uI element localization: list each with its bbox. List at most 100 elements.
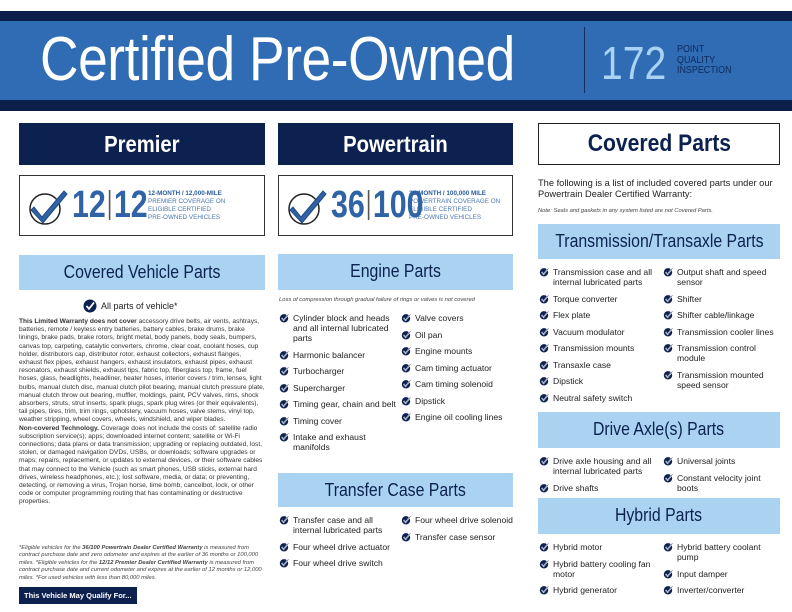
list-item: Transaxle case [539,360,659,370]
drive-axle-header: Drive Axle(s) Parts [538,412,780,448]
list-item: Hybrid battery cooling fan motor [539,559,659,579]
item-label: Drive axle housing and all internal lubr… [553,456,652,476]
item-label: Oil pan [415,329,443,340]
list-item: Hybrid motor [539,542,659,552]
header-bottom-stripe [0,100,792,111]
list-item: Output shaft and speed sensor [663,267,783,287]
parts-column: Valve covers Oil pan Engine mounts Cam timi… [401,313,513,459]
check-icon [401,330,411,339]
item-label: Intake and exhaust manifolds [293,432,366,452]
hybrid-header: Hybrid Parts [538,498,780,534]
covered-note: Note: Seals and gaskets in any system li… [538,208,713,214]
exclusions-lead: This Limited Warranty does not cover [19,318,137,325]
item-label: Turbocharger [293,366,345,376]
covered-parts-header: Covered Parts [538,123,780,165]
check-icon [279,558,289,568]
list-item: Transmission mounts [539,343,659,353]
premier-months: 12 [72,184,106,226]
list-item: Transmission case and all internal lubri… [539,267,659,287]
premier-header: Premier [19,123,265,165]
check-icon [663,473,673,482]
check-icon [401,313,411,323]
footnote-bold: 36/100 Powertrain Dealer Certified Warra… [82,545,203,551]
list-item: Shifter cable/linkage [663,310,783,320]
list-item: Four wheel drive solenoid [401,515,513,525]
parts-column: Output shaft and speed sensor Shifter Shif… [663,267,783,409]
check-icon [279,542,289,551]
check-icon [539,376,549,386]
exclusions-body: accessory drive belts, air vents, ashtra… [19,318,265,424]
transmission-header: Transmission/Transaxle Parts [538,224,780,259]
qualify-button[interactable]: This Vehicle May Qualify For... [19,587,137,604]
footnote-bold: 12/12 Premier Dealer Certified Warranty [98,559,208,566]
list-item: Transmission mounted speed sensor [663,370,783,390]
item-label: Cam timing solenoid [415,379,493,389]
item-label: Timing cover [293,415,342,426]
check-icon [401,379,411,389]
section-title: Transfer Case Parts [324,480,467,500]
check-icon [279,432,289,442]
exclusions-text: This Limited Warranty does not cover acc… [19,318,265,507]
list-item: Hybrid battery coolant pump [663,542,783,562]
item-label: Transfer case and all internal lubricate… [293,515,383,535]
powertrain-miles: 100 [372,184,424,226]
check-icon [539,327,549,336]
check-icon [279,399,289,409]
badge-line: PREMIER COVERAGE ON [148,197,226,205]
badge-line: 36-MONTH / 100,000 MILE [409,189,486,197]
item-label: Four wheel drive actuator [293,541,390,552]
list-item: Neutral safety switch [539,393,659,403]
section-title: Covered Vehicle Parts [63,262,221,282]
covered-vehicle-parts-header: Covered Vehicle Parts [19,255,265,290]
list-item: Four wheel drive actuator [279,542,397,552]
item-label: Torque converter [553,293,618,304]
check-icon [401,515,411,525]
item-label: Transmission control module [677,343,756,363]
check-icon [401,412,411,422]
item-label: Cam timing actuator [415,362,492,373]
item-label: Inverter/converter [677,585,745,595]
engine-parts-list: Cylinder block and heads and all interna… [279,313,513,459]
list-item: Universal joints [663,456,783,466]
check-icon [279,366,289,376]
check-icon [539,310,549,320]
powertrain-months: 36 [331,184,365,226]
check-icon [539,393,549,402]
drive-axle-parts-list: Drive axle housing and all internal lubr… [539,456,783,499]
item-label: Hybrid battery coolant pump [677,542,761,562]
item-label: Transmission cooler lines [677,326,774,337]
tech-lead: Non-covered Technology. [19,424,99,432]
badge-line: ELIGIBLE CERTIFIED [148,205,211,213]
badge-line: PRE-OWNED VEHICLES [409,213,482,221]
parts-column: Cylinder block and heads and all interna… [279,313,397,459]
item-label: Four wheel drive solenoid [415,515,513,525]
header-top-stripe [0,11,792,21]
premier-coverage-badge: 12 12 12-MONTH / 12,000-MILE PREMIER COVER… [19,175,265,236]
check-icon [279,416,289,425]
badge-line: ELIGIBLE CERTIFIED [409,205,472,213]
item-label: Input damper [677,568,728,579]
check-icon [279,383,289,392]
check-icon [401,396,411,405]
item-label: Valve covers [415,313,464,323]
item-label: Shifter [677,293,702,304]
check-icon [83,299,97,313]
item-label: Transmission mounted speed sensor [677,369,764,390]
list-item: Valve covers [401,313,513,323]
check-icon [539,585,549,595]
check-icon [663,585,673,595]
badge-line: POWERTRAIN COVERAGE ON [409,197,501,205]
parts-column: Transfer case and all internal lubricate… [279,515,397,575]
list-item: Vacuum modulator [539,327,659,337]
item-label: Dipstick [415,395,446,406]
list-item: Shifter [663,294,783,304]
item-label: Transaxle case [553,359,611,370]
inspection-label-line: POINT [677,43,705,55]
section-title: Transmission/Transaxle Parts [554,231,764,251]
footnote-text: is measured from contract purchase date … [19,545,259,566]
list-item: Drive shafts [539,483,659,493]
list-item: Timing gear, chain and belt [279,399,397,409]
check-icon [401,346,411,356]
item-label: Timing gear, chain and belt [293,399,396,409]
list-item: Transmission control module [663,343,783,363]
